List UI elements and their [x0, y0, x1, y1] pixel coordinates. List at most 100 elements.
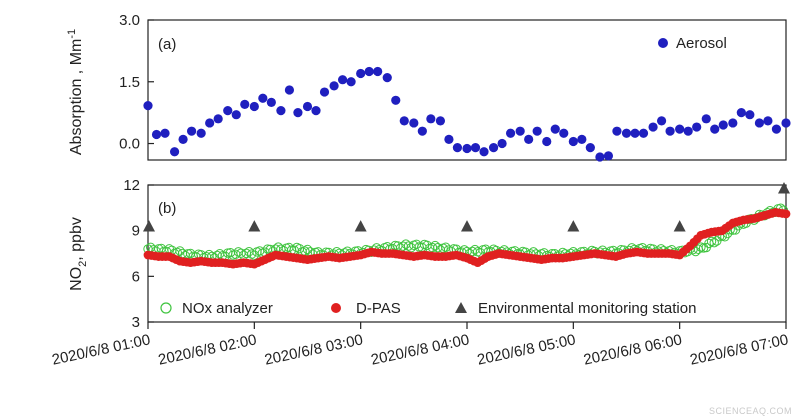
monitoring-station-point [778, 182, 790, 194]
legend-marker-d-pas [331, 303, 341, 313]
aerosol-point [213, 114, 223, 124]
panel-b-y-tick-label: 3 [132, 314, 140, 331]
aerosol-point [258, 93, 268, 103]
monitoring-station-point [567, 220, 580, 232]
panel-a-y-axis-title-sup: -1 [66, 29, 78, 39]
aerosol-point [710, 124, 720, 134]
aerosol-point [638, 128, 649, 138]
aerosol-point [276, 105, 286, 116]
aerosol-point [754, 118, 765, 128]
aerosol-point [718, 120, 728, 130]
legend-label-aerosol: Aerosol [676, 35, 727, 52]
legend-label-monitoring-station: Environmental monitoring station [478, 300, 696, 317]
aerosol-point [488, 143, 499, 153]
aerosol-point [249, 101, 259, 112]
monitoring-station-point [143, 220, 155, 232]
aerosol-point [577, 134, 587, 145]
aerosol-point [143, 101, 153, 111]
aerosol-point [382, 73, 392, 83]
x-axis-date-label: 2020/6/8 04:00 [369, 331, 470, 368]
panel-b-y-ticks: 12 9 6 3 [123, 177, 154, 331]
d-pas-point [781, 209, 791, 219]
aerosol-point [736, 108, 746, 118]
aerosol-point [205, 118, 215, 128]
aerosol-point [178, 134, 188, 145]
monitoring-station-point [354, 220, 367, 232]
nox-analyzer-point [302, 244, 313, 255]
aerosol-point [675, 124, 685, 134]
panel-a-legend: Aerosol [658, 35, 727, 52]
aerosol-point [186, 126, 197, 136]
x-axis-date-label: 2020/6/8 02:00 [157, 331, 258, 368]
nox-analyzer-point [215, 248, 225, 259]
aerosol-point [337, 75, 348, 85]
aerosol-point [470, 143, 481, 153]
aerosol-point [665, 126, 675, 136]
aerosol-point [559, 128, 569, 138]
legend-label-nox-analyzer: NOx analyzer [182, 300, 273, 317]
x-axis-date-label: 2020/6/8 01:00 [50, 331, 151, 368]
aerosol-point [728, 118, 738, 128]
aerosol-point [542, 136, 552, 147]
x-axis-date-label: 2020/6/8 07:00 [688, 331, 789, 368]
monitoring-station-point [673, 220, 686, 232]
nox-analyzer-point [709, 237, 719, 248]
aerosol-point [284, 85, 295, 95]
monitoring-station-point [248, 220, 261, 232]
x-axis-date-label: 2020/6/8 03:00 [263, 331, 364, 368]
aerosol-point [240, 99, 250, 110]
watermark: SCIENCEAQ.COM [709, 406, 792, 416]
panel-a-points [143, 66, 791, 162]
aerosol-point [444, 134, 454, 145]
nox-analyzer-point [175, 246, 185, 256]
panel-b: 12 9 6 3 (b) NOx analyzer D-PAS Environment… [50, 177, 791, 369]
aerosol-point [692, 122, 702, 132]
aerosol-point [435, 116, 446, 126]
panel-b-y-axis-title-unit: , ppbv [68, 217, 85, 261]
aerosol-point [409, 118, 419, 128]
x-axis-date-label: 2020/6/8 06:00 [582, 331, 683, 368]
aerosol-point [771, 124, 782, 134]
panel-b-y-tick-label: 9 [132, 223, 140, 240]
aerosol-point [169, 147, 180, 157]
legend-marker-aerosol [658, 38, 668, 48]
aerosol-point [524, 134, 534, 145]
x-axis-date-labels: 2020/6/8 01:00 2020/6/8 02:00 2020/6/8 03:… [50, 331, 789, 368]
aerosol-point [346, 77, 356, 87]
aerosol-point [452, 143, 463, 153]
panel-a-y-ticks: 3.0 1.5 0.0 [119, 12, 154, 153]
aerosol-point [532, 126, 542, 136]
aerosol-point [160, 128, 170, 138]
aerosol-point [391, 95, 401, 105]
aerosol-point [515, 126, 525, 136]
panel-a-y-axis-title: Absorption , Mm-1 [66, 29, 85, 155]
aerosol-point [595, 152, 605, 162]
aerosol-point [585, 143, 595, 153]
panel-a-y-tick-label: 0.0 [119, 136, 140, 153]
aerosol-point [550, 124, 560, 134]
d-pas-points [143, 208, 791, 269]
aerosol-point [356, 68, 366, 79]
nox-analyzer-point [430, 240, 440, 251]
aerosol-point [603, 151, 614, 161]
panel-b-y-axis-title-sub: 2 [77, 261, 89, 267]
aerosol-point [311, 105, 321, 116]
legend-label-d-pas: D-PAS [356, 300, 401, 317]
legend-marker-nox-analyzer [160, 302, 172, 314]
aerosol-point [266, 97, 276, 107]
panel-b-y-axis-title: NO2, ppbv [68, 217, 89, 291]
aerosol-point [462, 143, 472, 154]
aerosol-point [373, 66, 383, 77]
legend-marker-monitoring-station [455, 302, 467, 313]
aerosol-point [302, 101, 313, 112]
aerosol-point [745, 110, 755, 120]
panel-a-frame [147, 19, 787, 161]
aerosol-point [656, 116, 667, 126]
aerosol-point [763, 116, 773, 126]
aerosol-point [329, 81, 339, 91]
panel-b-y-tick-label: 6 [132, 268, 140, 285]
aerosol-point [683, 126, 693, 136]
aerosol-point [781, 118, 791, 128]
aerosol-point [648, 122, 658, 132]
